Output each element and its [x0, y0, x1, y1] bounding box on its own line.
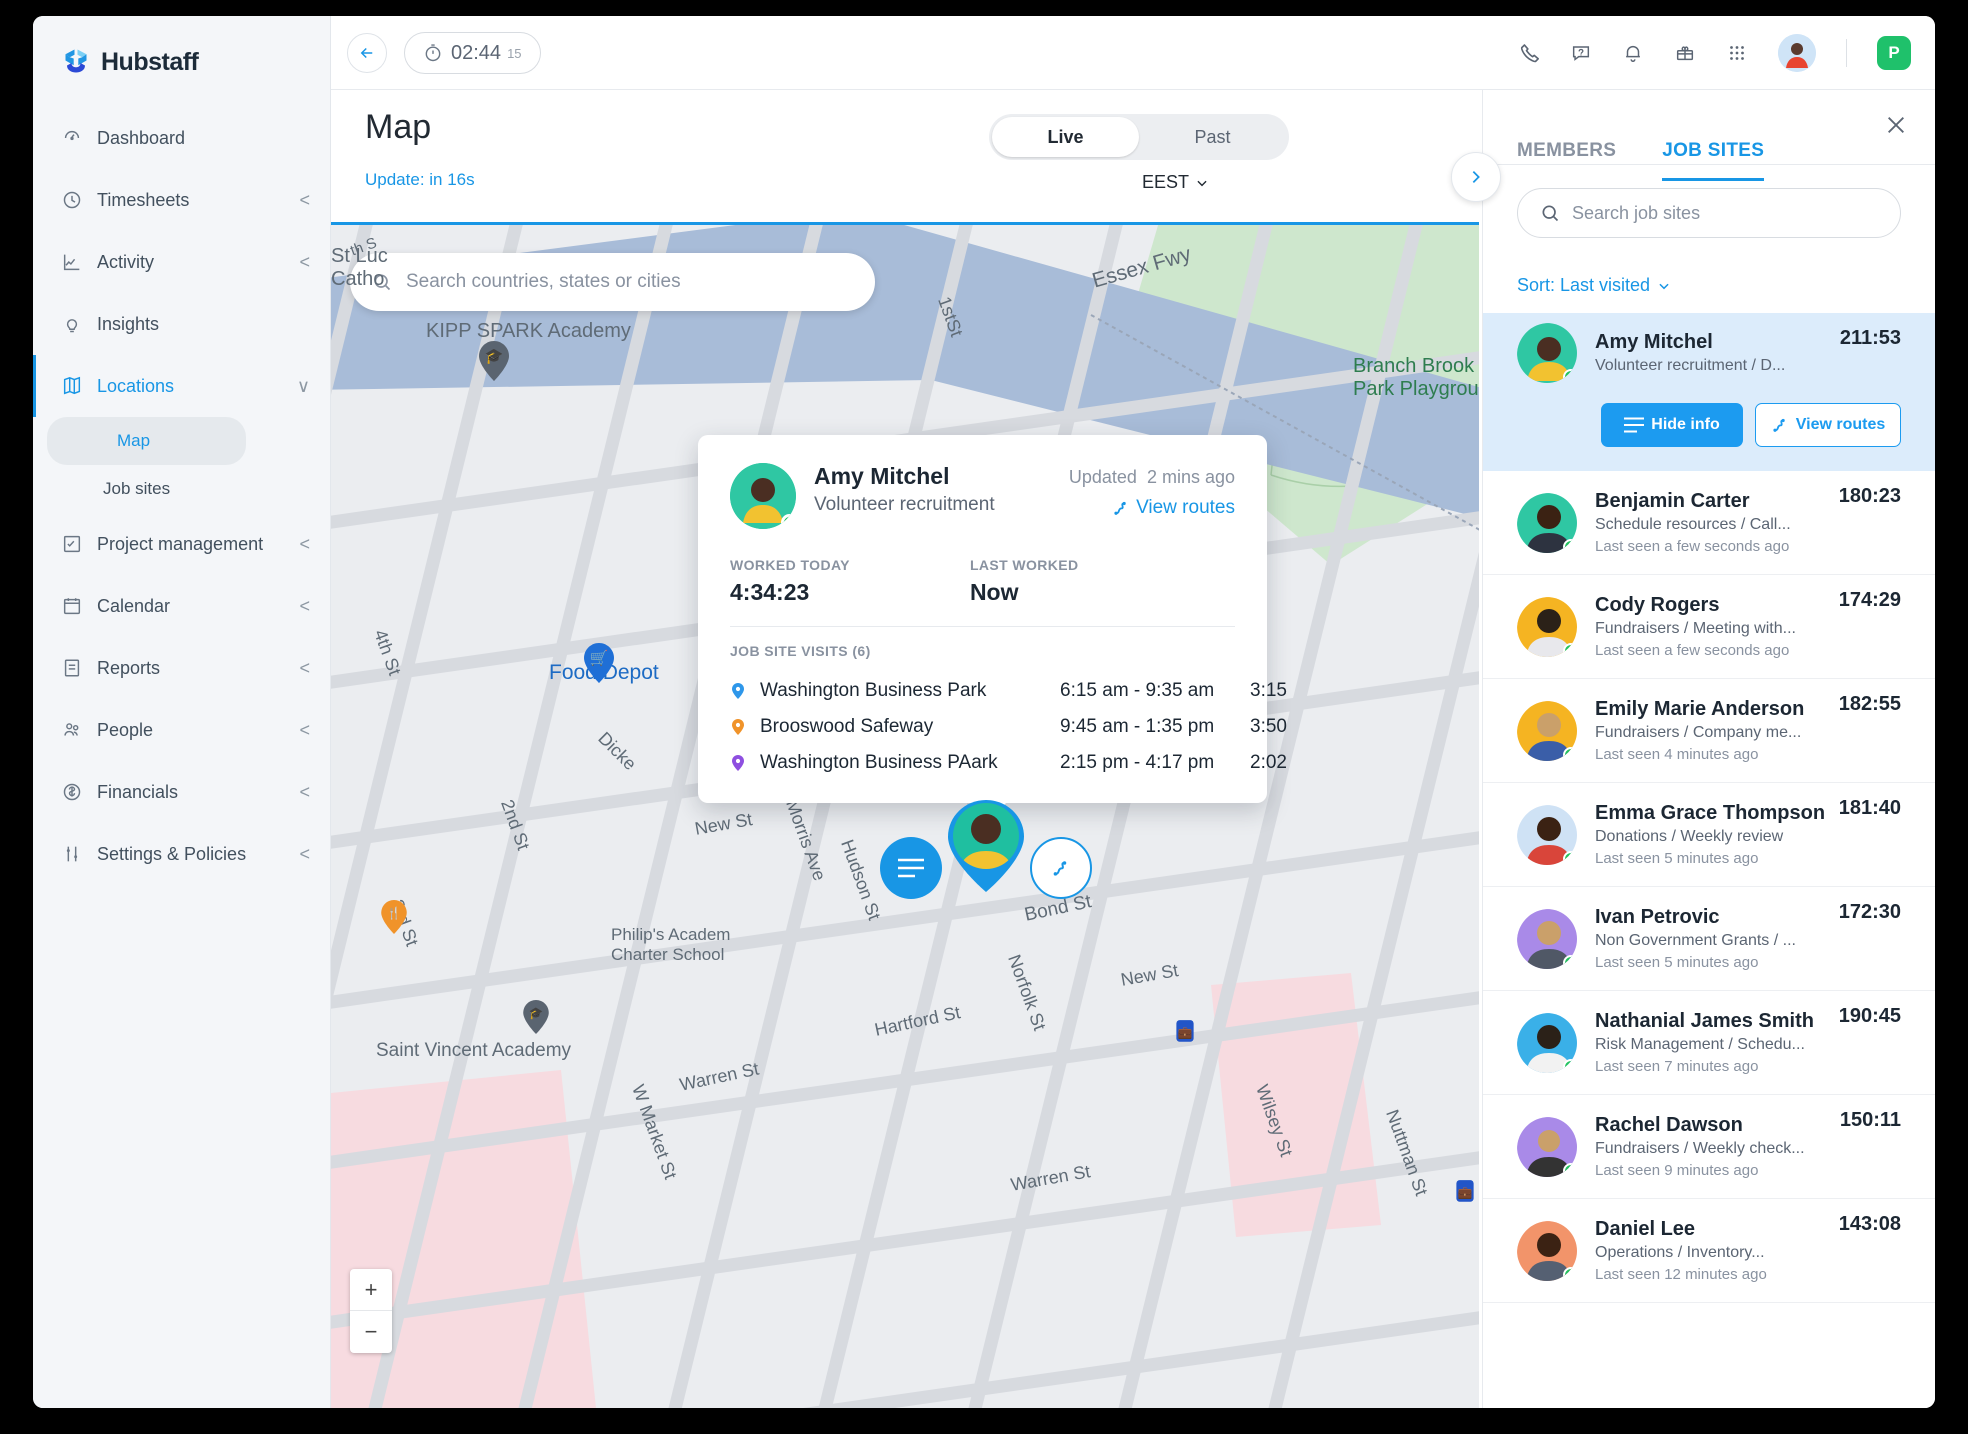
svg-text:🍴: 🍴	[387, 906, 402, 920]
svg-text:💼: 💼	[1178, 1025, 1193, 1039]
svg-text:🎓: 🎓	[485, 348, 504, 365]
svg-text:💼: 💼	[1458, 1185, 1473, 1199]
svg-text:🎓: 🎓	[529, 1007, 544, 1020]
svg-text:🛒: 🛒	[590, 649, 609, 667]
